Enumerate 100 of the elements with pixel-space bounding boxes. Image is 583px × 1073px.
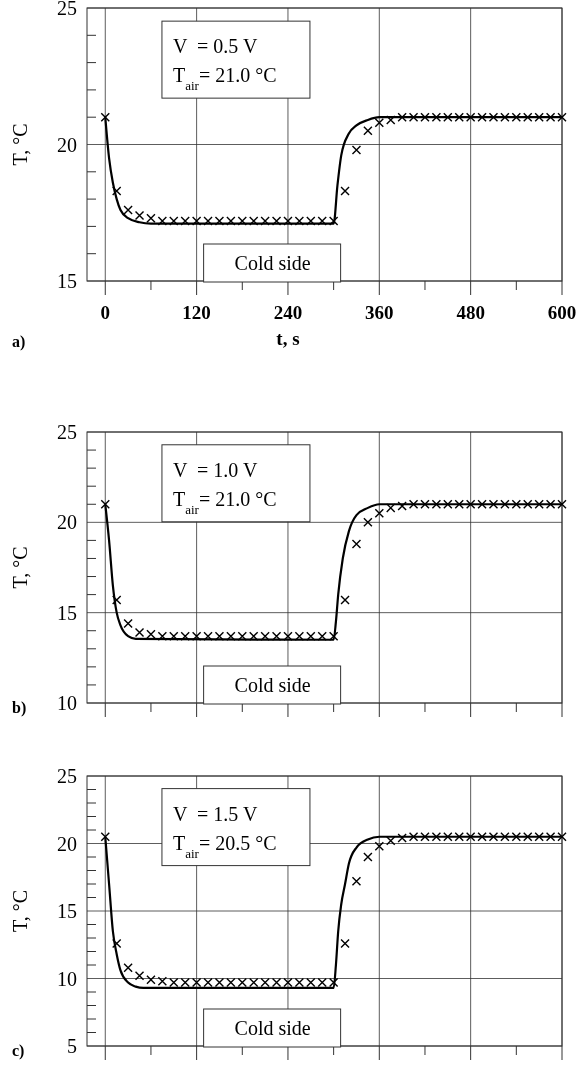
point bbox=[260, 977, 270, 988]
point bbox=[157, 216, 168, 226]
point bbox=[443, 832, 453, 842]
point bbox=[214, 216, 225, 226]
point bbox=[214, 631, 225, 641]
point bbox=[260, 216, 270, 226]
point bbox=[431, 499, 442, 509]
point bbox=[134, 210, 145, 221]
point bbox=[100, 832, 110, 842]
point bbox=[180, 977, 190, 988]
point bbox=[157, 631, 168, 641]
point bbox=[123, 618, 133, 629]
line-series bbox=[104, 835, 564, 990]
x-tick-label: 600 bbox=[547, 302, 577, 323]
point bbox=[191, 977, 202, 988]
annotation: V = 1.0 V bbox=[172, 458, 258, 481]
point bbox=[477, 499, 487, 509]
point bbox=[328, 216, 339, 226]
point bbox=[169, 631, 179, 641]
point bbox=[363, 126, 373, 136]
point bbox=[523, 112, 533, 122]
point bbox=[340, 938, 350, 949]
point bbox=[134, 971, 145, 981]
point bbox=[340, 595, 350, 605]
point bbox=[386, 836, 396, 846]
y-tick-label: 15 bbox=[57, 601, 77, 624]
annotation: V = 1.5 V bbox=[172, 802, 258, 825]
point bbox=[443, 112, 453, 122]
point bbox=[203, 977, 213, 988]
point bbox=[306, 977, 316, 988]
y-axis-title: T, °C bbox=[9, 546, 31, 589]
point bbox=[523, 499, 533, 509]
annotation: Cold side bbox=[234, 252, 311, 274]
point bbox=[454, 499, 464, 509]
point bbox=[351, 539, 362, 549]
point bbox=[420, 112, 430, 122]
point bbox=[203, 631, 213, 641]
y-tick-label: 25 bbox=[57, 421, 77, 443]
point bbox=[134, 627, 145, 638]
point bbox=[146, 975, 156, 985]
point bbox=[328, 977, 339, 988]
point bbox=[511, 499, 522, 509]
point bbox=[523, 832, 533, 842]
text: b) bbox=[12, 699, 27, 717]
y-tick-label: 20 bbox=[57, 832, 77, 855]
point bbox=[146, 213, 156, 223]
y-axis-title: T, °C bbox=[9, 123, 31, 166]
point bbox=[557, 112, 567, 122]
text: c) bbox=[12, 1042, 25, 1060]
point bbox=[214, 977, 225, 988]
point bbox=[465, 832, 476, 842]
text: a) bbox=[12, 333, 26, 351]
point bbox=[374, 508, 385, 518]
point bbox=[294, 977, 305, 988]
point bbox=[328, 631, 339, 641]
point bbox=[454, 832, 464, 842]
point bbox=[271, 631, 282, 641]
point bbox=[203, 216, 213, 226]
point bbox=[488, 112, 499, 122]
point bbox=[397, 112, 407, 122]
point bbox=[500, 832, 510, 842]
point bbox=[271, 977, 282, 988]
point bbox=[545, 499, 556, 509]
point bbox=[545, 112, 556, 122]
annotation: T$_{air}$= 21.0 °C bbox=[172, 64, 277, 93]
annotation: T$_{air}$= 21.0 °C bbox=[172, 487, 277, 517]
point bbox=[111, 186, 122, 196]
point bbox=[557, 832, 567, 842]
annotation: Cold side bbox=[234, 1017, 311, 1039]
point bbox=[397, 501, 407, 511]
point bbox=[317, 977, 327, 988]
point bbox=[111, 595, 122, 605]
y-tick-label: 15 bbox=[57, 900, 77, 922]
point bbox=[180, 631, 190, 641]
point bbox=[454, 112, 464, 122]
point bbox=[351, 876, 362, 886]
point bbox=[123, 205, 133, 215]
point bbox=[397, 833, 407, 843]
x-tick-label: 0 bbox=[100, 302, 111, 323]
point bbox=[306, 216, 316, 226]
point bbox=[488, 832, 499, 842]
point bbox=[191, 631, 202, 641]
y-tick-label: 25 bbox=[57, 765, 77, 787]
x-tick-label: 480 bbox=[456, 302, 485, 323]
point bbox=[226, 631, 236, 641]
point bbox=[511, 112, 522, 122]
point bbox=[123, 963, 133, 973]
point bbox=[363, 852, 373, 862]
point bbox=[100, 112, 110, 122]
point bbox=[420, 499, 430, 509]
point bbox=[226, 216, 236, 226]
point bbox=[420, 832, 430, 842]
point bbox=[249, 216, 259, 226]
point bbox=[294, 216, 305, 226]
point bbox=[191, 216, 202, 226]
line-series bbox=[104, 116, 564, 225]
point bbox=[306, 631, 316, 641]
point bbox=[374, 117, 385, 128]
point bbox=[408, 112, 419, 122]
point bbox=[500, 112, 510, 122]
